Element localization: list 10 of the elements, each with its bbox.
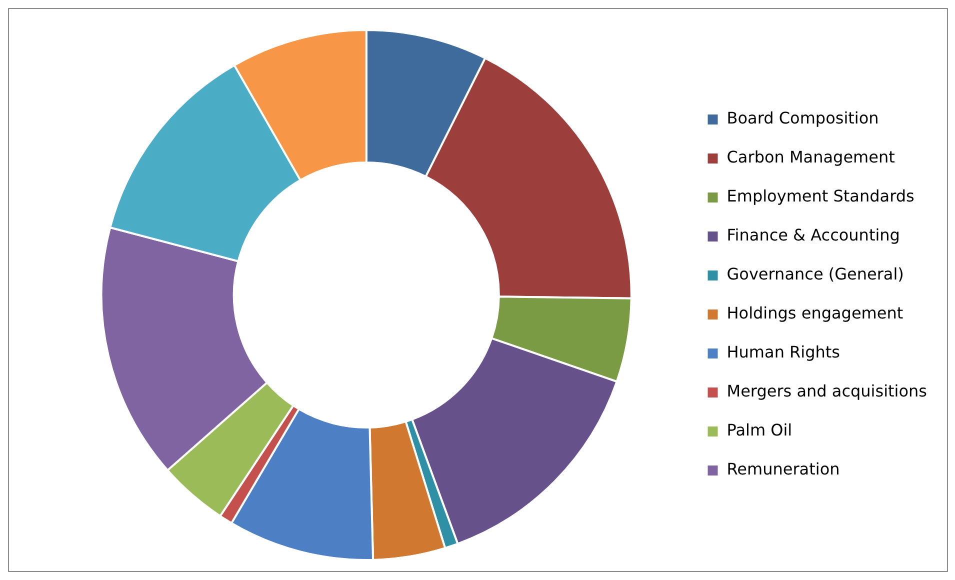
legend-label: Remuneration [726, 460, 840, 479]
legend-label: Mergers and acquisitions [726, 382, 928, 401]
legend-label: Employment Standards [726, 186, 914, 206]
legend-label: Board Composition [726, 108, 879, 128]
legend-label: Holdings engagement [726, 304, 904, 323]
legend-label: Finance & Accounting [726, 226, 900, 245]
legend-label: Carbon Management [726, 148, 895, 167]
legend-label: Human Rights [726, 342, 840, 362]
legend-label: Palm Oil [726, 420, 792, 440]
legend-label: Governance (General) [726, 264, 904, 284]
